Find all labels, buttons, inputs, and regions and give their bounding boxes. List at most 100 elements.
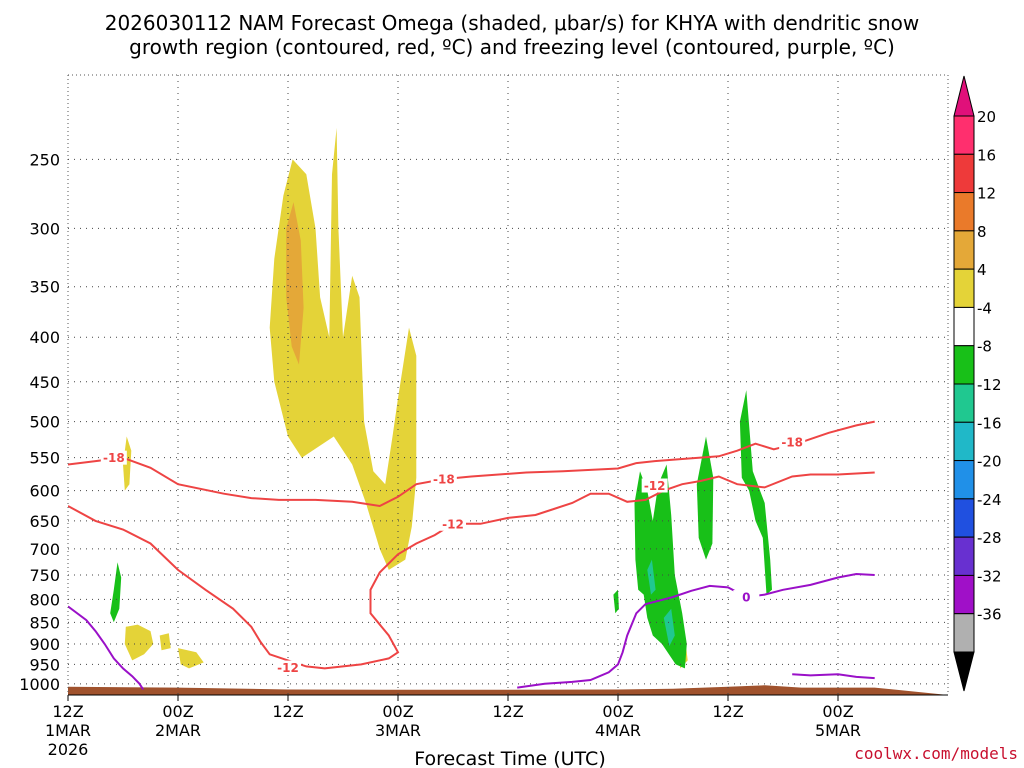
contour-label-1-1: -12 <box>277 661 299 675</box>
omega-shading <box>110 127 772 669</box>
contour-label-1-2: -12 <box>644 479 666 493</box>
colorbar-bin-6 <box>953 345 975 385</box>
contour-label-0-0: -18 <box>103 451 125 465</box>
contour-label-bg-1-1 <box>275 660 301 675</box>
contour-label-1-0: -12 <box>442 517 464 531</box>
y-tick-label-500: 500 <box>29 413 60 432</box>
contour-label-bg-0-0 <box>100 450 127 465</box>
y-tick-label-800: 800 <box>29 590 60 609</box>
colorbar-bin-13 <box>953 613 975 653</box>
colorbar-label-10: -24 <box>977 491 1002 509</box>
y-tick-label-600: 600 <box>29 482 60 501</box>
colorbar: 20 16 12 8 4 -4 -8 -12 -16 -20 -24 -28 -32 -36 <box>953 75 1002 692</box>
colorbar-bin-2 <box>953 192 975 232</box>
colorbar-bin-7 <box>953 383 975 423</box>
y-tick-label-350: 350 <box>29 278 60 297</box>
x-tick-date-12: 2MAR <box>155 721 201 740</box>
colorbar-bin-0 <box>953 115 975 155</box>
colorbar-bin-5 <box>953 306 975 347</box>
omega-region-4 <box>159 633 171 651</box>
colorbar-bottom-arrow <box>953 651 975 692</box>
contour-label-bg-1-0 <box>440 516 466 531</box>
omega-region-12 <box>647 559 656 595</box>
omega-region-1 <box>286 202 304 365</box>
contour-line-0 <box>68 420 875 508</box>
omega-region-10 <box>739 390 772 595</box>
contours: -18 -18 -18 -12 -12 -12 0 <box>68 420 875 691</box>
x-tick-date-84: 5MAR <box>815 721 861 740</box>
contour-label-0-1: -18 <box>433 473 455 487</box>
y-tick-label-400: 400 <box>29 328 60 347</box>
omega-region-2 <box>123 436 132 491</box>
omega-region-0 <box>269 127 417 570</box>
contour-label-bg-0-2 <box>779 435 806 450</box>
colorbar-bin-4 <box>953 268 975 308</box>
chart-title-line2: growth region (contoured, red, ºC) and f… <box>129 35 895 59</box>
x-tick-label-36: 00Z <box>382 702 413 721</box>
x-tick-label-72: 12Z <box>712 702 743 721</box>
colorbar-bin-8 <box>953 421 975 462</box>
contour-line-1 <box>68 471 875 670</box>
y-tick-label-950: 950 <box>29 655 60 674</box>
gridlines <box>68 75 948 695</box>
colorbar-label-1: 16 <box>977 146 996 164</box>
contour-label-bg-0-1 <box>430 472 457 487</box>
y-tick-label-300: 300 <box>29 219 60 238</box>
site-credit: coolwx.com/models <box>854 744 1018 763</box>
colorbar-label-2: 12 <box>977 185 996 203</box>
x-tick-date-0: 1MAR <box>45 721 91 740</box>
y-tick-label-750: 750 <box>29 566 60 585</box>
y-tick-label-650: 650 <box>29 512 60 531</box>
contour-line-4 <box>792 673 875 680</box>
x-tick-label-12: 00Z <box>162 702 193 721</box>
x-tick-label-60: 00Z <box>602 702 633 721</box>
colorbar-label-4: 4 <box>977 261 987 279</box>
colorbar-label-7: -12 <box>977 376 1002 394</box>
axes: 250 300 350 400 450 500 550 600 650 700 750 800 850 9… <box>19 74 949 759</box>
omega-region-5 <box>178 648 204 669</box>
contour-label-0-2: -18 <box>781 436 803 450</box>
colorbar-label-0: 20 <box>977 108 996 126</box>
y-tick-label-250: 250 <box>29 150 60 169</box>
colorbar-label-8: -16 <box>977 414 1002 432</box>
colorbar-top-arrow <box>953 75 975 117</box>
colorbar-label-13: -36 <box>977 606 1002 624</box>
colorbar-label-6: -8 <box>977 338 992 356</box>
chart-title-line1: 2026030112 NAM Forecast Omega (shaded, μ… <box>105 11 920 35</box>
x-tick-label-0: 12Z <box>52 702 83 721</box>
colorbar-label-11: -28 <box>977 529 1002 547</box>
x-axis-label: Forecast Time (UTC) <box>414 748 605 768</box>
contour-label-bg-1-2 <box>641 478 668 493</box>
contour-line-2 <box>68 605 145 691</box>
x-tick-label-24: 12Z <box>272 702 303 721</box>
colorbar-label-3: 8 <box>977 223 987 241</box>
contour-label-3-0: 0 <box>742 591 750 605</box>
omega-region-8 <box>634 464 687 669</box>
colorbar-label-5: -4 <box>977 299 992 317</box>
colorbar-bin-1 <box>953 153 975 194</box>
omega-region-3 <box>124 624 154 661</box>
colorbar-bin-11 <box>953 536 975 576</box>
x-tick-label-48: 12Z <box>492 702 523 721</box>
y-tick-label-900: 900 <box>29 635 60 654</box>
x-tick-date-36: 3MAR <box>375 721 421 740</box>
y-tick-label-850: 850 <box>29 613 60 632</box>
omega-region-7 <box>110 562 122 623</box>
colorbar-label-12: -32 <box>977 567 1002 585</box>
colorbar-bin-9 <box>953 460 975 500</box>
x-tick-year-0: 2026 <box>48 740 89 759</box>
colorbar-bin-12 <box>953 574 975 615</box>
omega-region-9 <box>696 436 714 560</box>
omega-region-13 <box>663 608 675 647</box>
omega-region-11 <box>613 589 619 614</box>
contour-label-bg-3-0 <box>733 590 760 605</box>
y-tick-label-700: 700 <box>29 540 60 559</box>
colorbar-bin-3 <box>953 230 975 270</box>
y-tick-label-450: 450 <box>29 373 60 392</box>
colorbar-label-9: -20 <box>977 453 1002 471</box>
colorbar-bin-10 <box>953 498 975 538</box>
x-tick-label-84: 00Z <box>822 702 853 721</box>
x-tick-date-60: 4MAR <box>595 721 641 740</box>
y-tick-label-550: 550 <box>29 449 60 468</box>
